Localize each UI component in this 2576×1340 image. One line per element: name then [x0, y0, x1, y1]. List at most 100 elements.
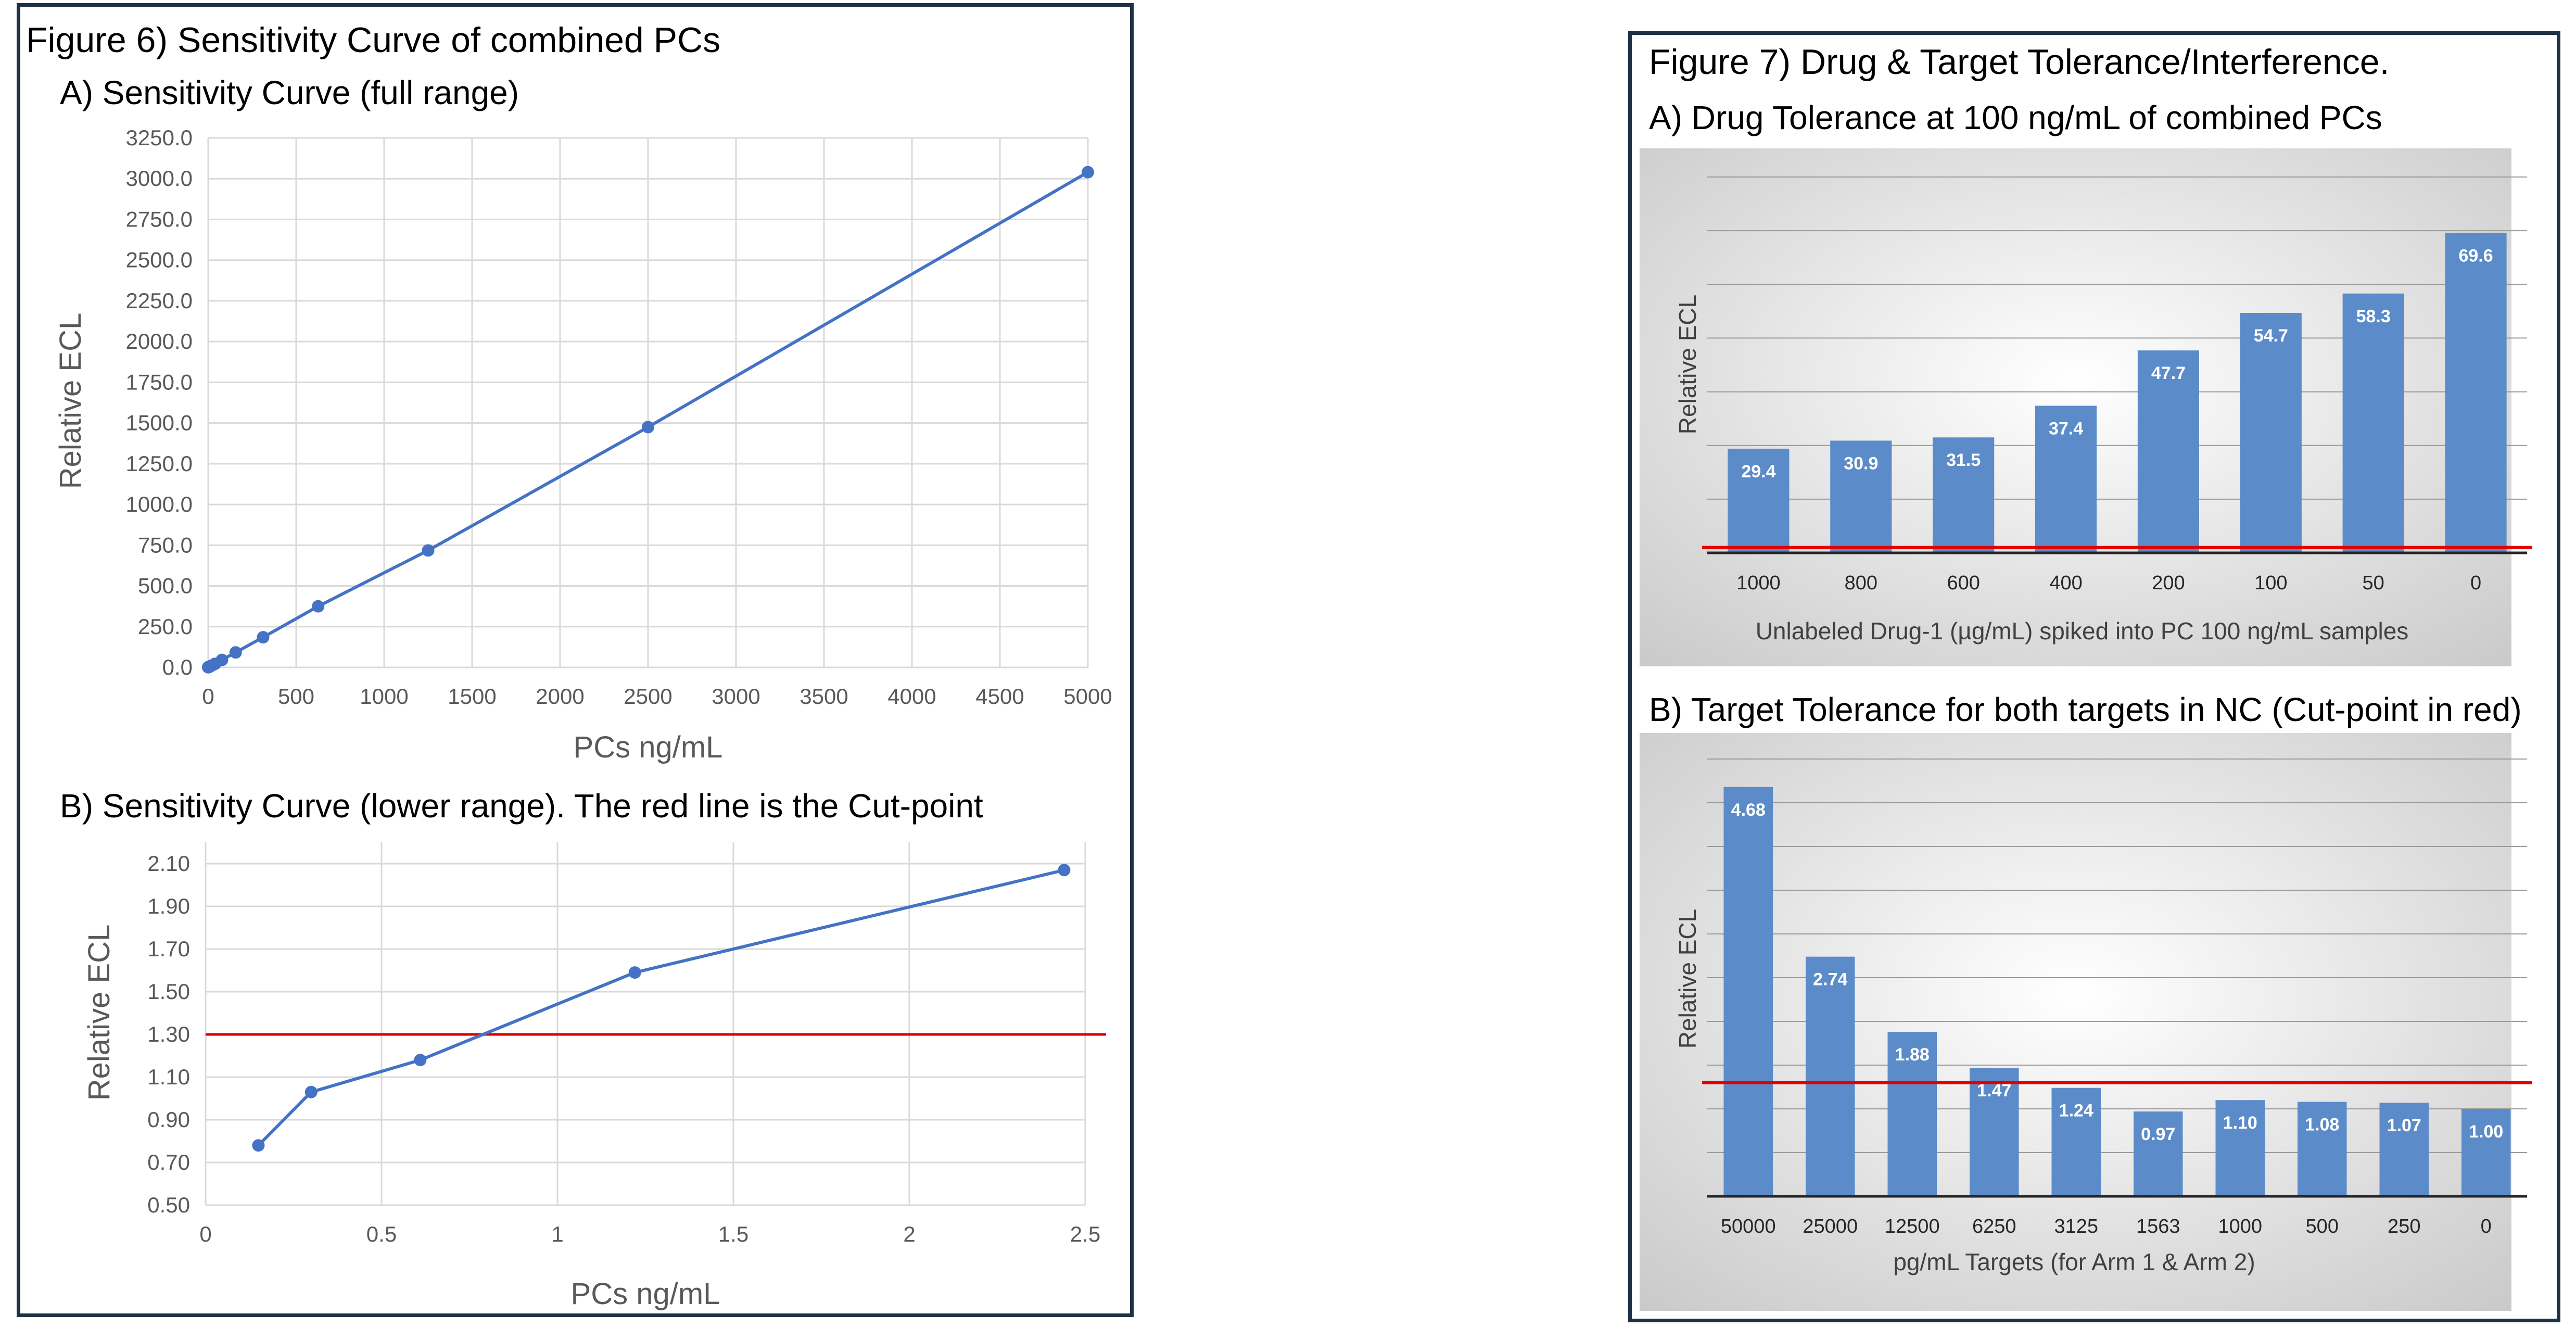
chart-7a-data-label: 29.4 — [1741, 462, 1775, 482]
chart-7b-category-label: 1563 — [2136, 1216, 2180, 1237]
chart-7b-category-label: 0 — [2481, 1216, 2492, 1237]
chart-6b-ytick-label: 1.50 — [147, 979, 190, 1004]
chart-6a-title: A) Sensitivity Curve (full range) — [60, 74, 519, 111]
chart-7a-bar — [1933, 437, 1995, 553]
chart-6a-xtick-label: 3000 — [712, 684, 760, 709]
chart-6b-ytick-label: 1.10 — [147, 1065, 190, 1089]
chart-6b-ytick-label: 2.10 — [147, 851, 190, 876]
chart-7a-data-label: 58.3 — [2356, 307, 2391, 326]
chart-6a-xtick-label: 0 — [202, 684, 214, 709]
chart-6b-ylabel: Relative ECL — [82, 925, 116, 1101]
chart-6b-data-point — [1058, 864, 1071, 877]
chart-6b-xtick-label: 2.5 — [1070, 1222, 1100, 1246]
chart-6a-ytick-label: 1000.0 — [126, 492, 193, 516]
chart-6b-data-point — [252, 1139, 265, 1152]
chart-6a-ytick-label: 3250.0 — [126, 125, 193, 150]
chart-7b-xlabel: pg/mL Targets (for Arm 1 & Arm 2) — [1893, 1248, 2255, 1275]
chart-6b-xtick-label: 1 — [551, 1222, 563, 1246]
chart-6b-xtick-label: 1.5 — [718, 1222, 748, 1246]
chart-7b-category-label: 25000 — [1803, 1216, 1858, 1237]
chart-7b-bar — [1723, 787, 1773, 1196]
figure-6-panel — [17, 3, 1134, 1317]
chart-6a-ytick-label: 2250.0 — [126, 288, 193, 313]
chart-7b-category-label: 50000 — [1721, 1216, 1776, 1237]
chart-6b-xtick-label: 0 — [199, 1222, 211, 1246]
chart-6b-xlabel: PCs ng/mL — [571, 1277, 720, 1311]
chart-7b-bar — [2379, 1103, 2429, 1196]
chart-6a-data-point — [1082, 166, 1094, 179]
chart-6a-ylabel: Relative ECL — [54, 313, 87, 489]
chart-6a-xtick-label: 5000 — [1063, 684, 1112, 709]
chart-6a-ytick-label: 1250.0 — [126, 451, 193, 476]
chart-7a-data-label: 69.6 — [2458, 246, 2493, 266]
chart-7a-title: A) Drug Tolerance at 100 ng/mL of combin… — [1649, 99, 2382, 136]
chart-7a-data-label: 47.7 — [2151, 363, 2186, 383]
chart-6a-data-point — [422, 544, 435, 557]
chart-7b-data-label: 0.97 — [2141, 1124, 2175, 1144]
chart-7a-category-label: 1000 — [1736, 572, 1781, 594]
chart-7a-ylabel: Relative ECL — [1674, 295, 1701, 434]
chart-7b-data-label: 1.24 — [2059, 1101, 2093, 1121]
chart-6b-ytick-label: 1.90 — [147, 894, 190, 918]
chart-6b-ytick-label: 1.70 — [147, 937, 190, 961]
chart-7a-bar — [2445, 233, 2507, 553]
chart-7a-bar — [2342, 293, 2404, 553]
chart-7b-category-label: 500 — [2306, 1216, 2339, 1237]
chart-7b-bar — [2051, 1088, 2101, 1196]
chart-7b-bar — [2134, 1111, 2183, 1196]
chart-6b-data-point — [628, 966, 641, 979]
chart-6a-ytick-label: 1750.0 — [126, 370, 193, 394]
chart-7b-bar — [1887, 1032, 1937, 1196]
chart-7b-data-label: 1.07 — [2387, 1116, 2421, 1135]
chart-7b-category-label: 12500 — [1885, 1216, 1940, 1237]
chart-6a-xtick-label: 2000 — [536, 684, 584, 709]
figure-6-title: Figure 6) Sensitivity Curve of combined … — [26, 20, 720, 60]
chart-7b-bar — [2461, 1109, 2511, 1196]
chart-6a-xtick-label: 1500 — [448, 684, 496, 709]
chart-7a-category-label: 0 — [2470, 572, 2481, 594]
chart-6a-ytick-label: 2000.0 — [126, 329, 193, 353]
chart-6b-ytick-label: 1.30 — [147, 1022, 190, 1046]
chart-6a-xtick-label: 4000 — [887, 684, 936, 709]
chart-7b-data-label: 4.68 — [1731, 800, 1766, 820]
chart-6a-data-point — [215, 653, 229, 666]
chart-6b: 0.50 0.70 0.90 1.10 1.30 1.50 1.70 1.90 2.10 0 0.5… — [147, 842, 1106, 1246]
chart-6a-ytick-label: 250.0 — [138, 614, 193, 639]
chart-6a-ytick-label: 1500.0 — [126, 411, 193, 435]
chart-7b-data-label: 2.74 — [1813, 970, 1847, 990]
chart-7b-category-label: 6250 — [1972, 1216, 2016, 1237]
chart-7b-title: B) Target Tolerance for both targets in … — [1649, 691, 2522, 728]
chart-6b-xtick-label: 0.5 — [366, 1222, 397, 1246]
chart-7a-data-label: 31.5 — [1946, 450, 1981, 470]
chart-6a-ytick-label: 750.0 — [138, 533, 193, 557]
chart-7a: 29.4100030.980031.560037.440047.720054.7… — [1702, 176, 2532, 594]
chart-7b-bar — [1806, 956, 1855, 1196]
figure-7-title: Figure 7) Drug & Target Tolerance/Interf… — [1649, 42, 2389, 82]
chart-7b-category-label: 3125 — [2054, 1216, 2098, 1237]
chart-6a-data-point — [257, 631, 270, 644]
chart-6a-ytick-label: 3000.0 — [126, 166, 193, 191]
chart-6a: 0.0 250.0 500.0 750.0 1000.0 1250.0 1500.0 1750… — [126, 125, 1112, 709]
chart-7a-category-label: 600 — [1947, 572, 1979, 594]
chart-6a-data-point — [312, 600, 325, 613]
chart-6a-xtick-label: 2500 — [624, 684, 672, 709]
chart-7b-category-label: 1000 — [2218, 1216, 2262, 1237]
chart-7a-bar — [2137, 350, 2199, 553]
chart-6a-xtick-label: 4500 — [975, 684, 1024, 709]
chart-7b-bar — [2215, 1100, 2265, 1196]
chart-6a-ytick-label: 0.0 — [162, 655, 193, 679]
chart-7b-data-label: 1.08 — [2305, 1115, 2339, 1135]
chart-6a-xtick-label: 500 — [278, 684, 314, 709]
chart-7b-data-label: 1.10 — [2223, 1113, 2257, 1133]
chart-7a-data-label: 30.9 — [1844, 453, 1878, 473]
chart-6a-ytick-label: 500.0 — [138, 574, 193, 598]
chart-7a-category-label: 200 — [2152, 572, 2185, 594]
chart-7a-bar — [2035, 406, 2097, 553]
chart-6b-data-point — [304, 1085, 318, 1098]
chart-6a-xtick-label: 3500 — [800, 684, 848, 709]
chart-7a-data-label: 37.4 — [2049, 419, 2083, 438]
chart-7b-ylabel: Relative ECL — [1674, 909, 1701, 1048]
chart-6a-xtick-label: 1000 — [360, 684, 408, 709]
chart-7b: 4.68500002.74250001.88125001.4762501.243… — [1702, 759, 2532, 1237]
